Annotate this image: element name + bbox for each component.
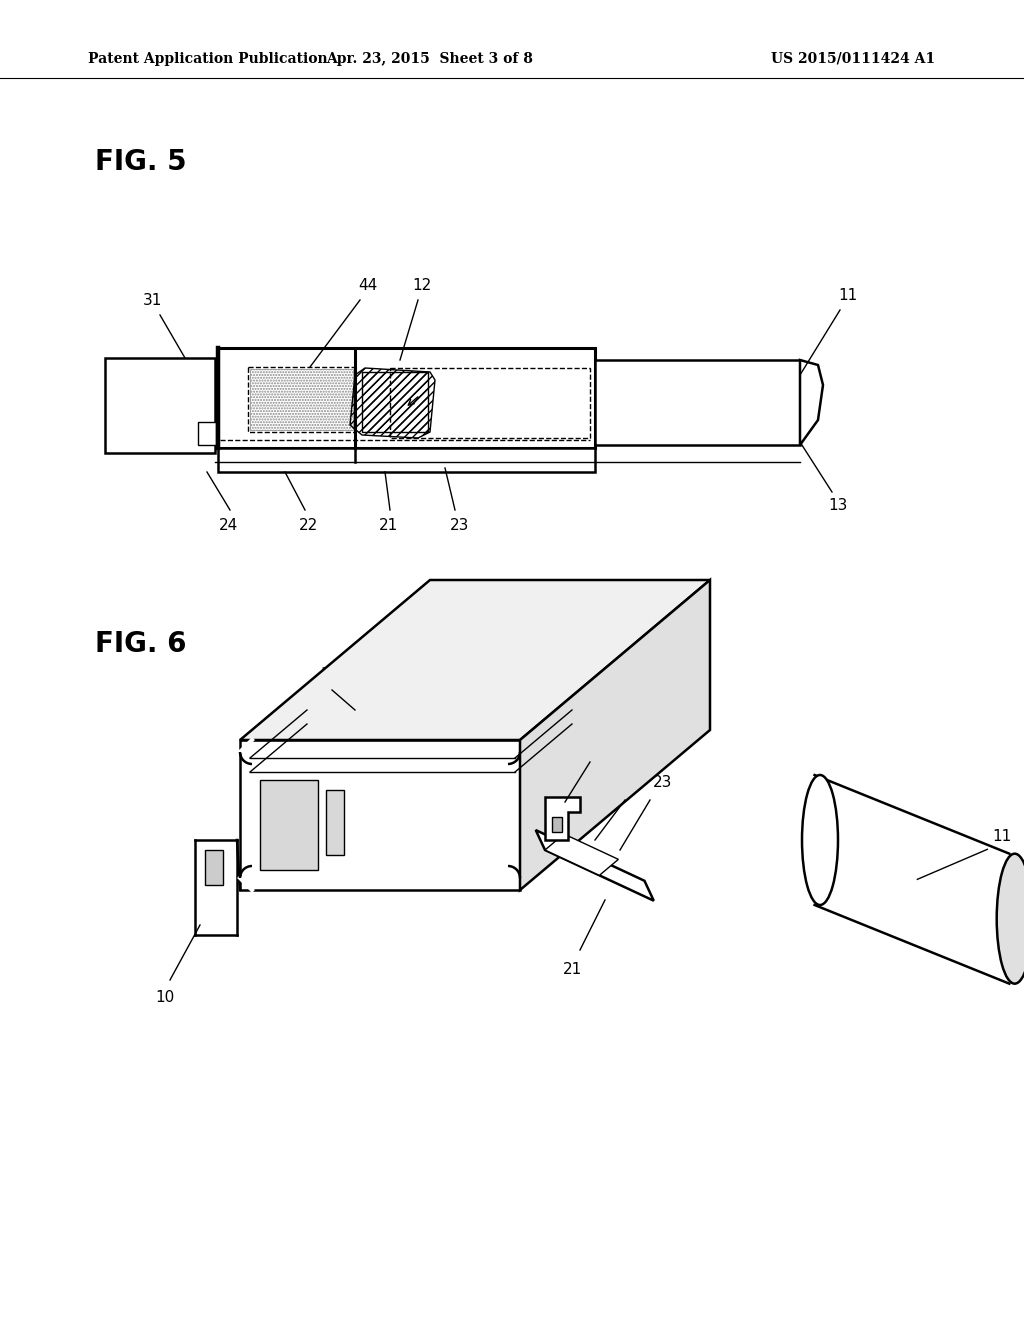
Text: FIG. 5: FIG. 5 bbox=[95, 148, 186, 176]
Ellipse shape bbox=[802, 775, 838, 906]
Text: 21: 21 bbox=[563, 962, 583, 977]
Text: FIG. 6: FIG. 6 bbox=[95, 630, 186, 657]
Polygon shape bbox=[240, 741, 520, 890]
Polygon shape bbox=[218, 348, 595, 447]
Text: 31: 31 bbox=[321, 667, 340, 682]
Polygon shape bbox=[536, 830, 653, 900]
Text: Apr. 23, 2015  Sheet 3 of 8: Apr. 23, 2015 Sheet 3 of 8 bbox=[327, 51, 534, 66]
Text: 10: 10 bbox=[156, 990, 175, 1005]
Polygon shape bbox=[326, 789, 344, 855]
Text: 44: 44 bbox=[358, 279, 378, 293]
Text: 24: 24 bbox=[218, 517, 238, 533]
Polygon shape bbox=[545, 834, 618, 875]
Text: 24: 24 bbox=[591, 737, 609, 752]
Text: 13: 13 bbox=[828, 498, 848, 513]
Polygon shape bbox=[218, 447, 595, 473]
Polygon shape bbox=[552, 817, 562, 832]
Text: Patent Application Publication: Patent Application Publication bbox=[88, 51, 328, 66]
Polygon shape bbox=[260, 780, 318, 870]
Text: 31: 31 bbox=[142, 293, 162, 308]
Text: 23: 23 bbox=[653, 775, 673, 789]
Polygon shape bbox=[105, 358, 215, 453]
Text: 11: 11 bbox=[839, 288, 858, 304]
Polygon shape bbox=[545, 797, 580, 840]
Polygon shape bbox=[595, 360, 800, 445]
Text: 21: 21 bbox=[379, 517, 397, 533]
Text: 12: 12 bbox=[413, 279, 432, 293]
Polygon shape bbox=[240, 579, 710, 741]
Text: US 2015/0111424 A1: US 2015/0111424 A1 bbox=[771, 51, 935, 66]
Polygon shape bbox=[800, 360, 823, 445]
Text: 11: 11 bbox=[992, 829, 1012, 845]
Text: 22: 22 bbox=[298, 517, 317, 533]
Polygon shape bbox=[198, 422, 216, 445]
Ellipse shape bbox=[996, 854, 1024, 983]
Polygon shape bbox=[205, 850, 223, 884]
Polygon shape bbox=[520, 579, 710, 890]
Text: 23: 23 bbox=[451, 517, 470, 533]
Text: 22: 22 bbox=[628, 775, 646, 789]
